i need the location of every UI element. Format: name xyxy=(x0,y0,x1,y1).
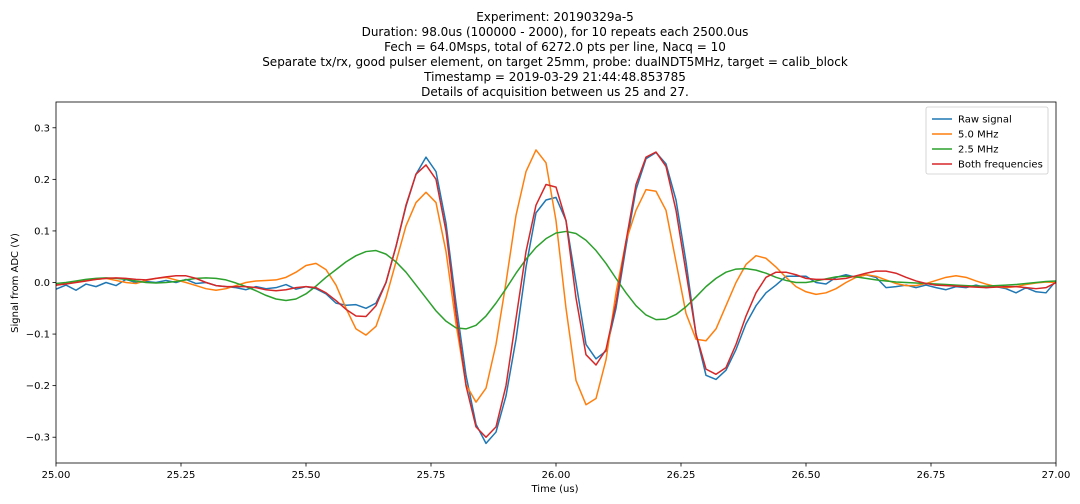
x-tick-label: 26.50 xyxy=(792,470,821,481)
plot-area xyxy=(56,149,1056,445)
y-tick-label: −0.1 xyxy=(26,330,50,341)
title-line-3: Fech = 64.0Msps, total of 6272.0 pts per… xyxy=(384,40,726,54)
y-tick-label: 0.3 xyxy=(34,123,50,134)
x-tick-label: 26.75 xyxy=(917,470,946,481)
axes: 25.00 25.25 25.50 25.75 26.00 26.25 26.50 26.75… xyxy=(26,101,1071,481)
series-line-3 xyxy=(56,151,1056,438)
x-tick-label: 25.00 xyxy=(42,470,71,481)
series-line-0 xyxy=(56,151,1056,445)
y-tick-label: 0.0 xyxy=(34,278,50,289)
series-line-2 xyxy=(56,230,1056,330)
legend-label-2: 2.5 MHz xyxy=(958,145,998,156)
legend-label-1: 5.0 MHz xyxy=(958,130,998,141)
legend: Raw signal 5.0 MHz 2.5 MHz Both frequencies xyxy=(925,106,1049,175)
y-tick-label: 0.1 xyxy=(34,226,50,237)
title-line-1: Experiment: 20190329a-5 xyxy=(476,10,634,24)
chart-title: Experiment: 20190329a-5 Duration: 98.0us… xyxy=(262,10,848,99)
x-tick-label: 25.50 xyxy=(292,470,321,481)
title-line-2: Duration: 98.0us (100000 - 2000), for 10… xyxy=(362,25,749,39)
x-tick-label: 26.00 xyxy=(542,470,571,481)
x-axis-label: Time (us) xyxy=(530,484,578,495)
x-tick-label: 25.75 xyxy=(417,470,446,481)
y-tick-label: −0.2 xyxy=(26,381,50,392)
y-tick-label: 0.2 xyxy=(34,175,50,186)
title-line-5: Timestamp = 2019-03-29 21:44:48.853785 xyxy=(423,70,686,84)
legend-label-3: Both frequencies xyxy=(958,160,1043,171)
x-tick-label: 26.25 xyxy=(667,470,696,481)
x-tick-label: 27.00 xyxy=(1042,470,1071,481)
legend-box xyxy=(925,106,1049,175)
y-tick-label: −0.3 xyxy=(26,433,50,444)
title-line-6: Details of acquisition between us 25 and… xyxy=(421,85,689,99)
title-line-4: Separate tx/rx, good pulser element, on … xyxy=(262,55,848,69)
y-axis-label: Signal from ADC (V) xyxy=(10,233,21,333)
legend-label-0: Raw signal xyxy=(958,115,1012,126)
x-tick-label: 25.25 xyxy=(167,470,196,481)
